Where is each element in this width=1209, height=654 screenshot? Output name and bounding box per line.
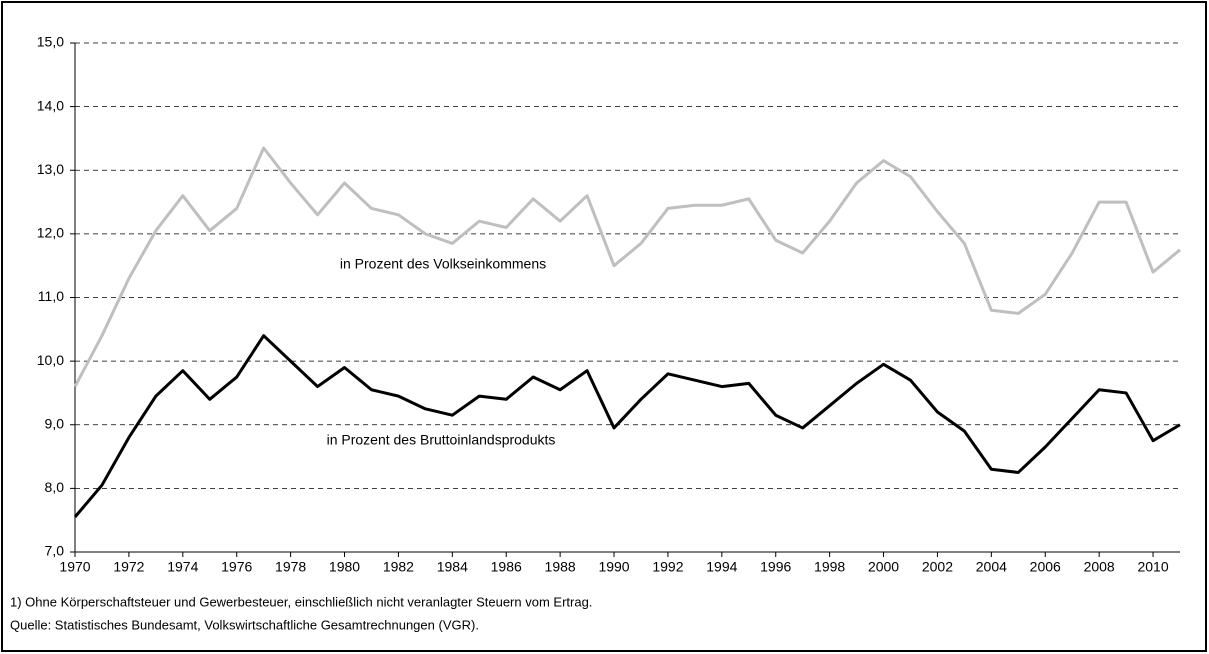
x-tick-label: 1982 (383, 559, 414, 575)
y-tick-label: 11,0 (38, 288, 64, 304)
x-tick-label: 1990 (598, 559, 629, 575)
footnote: Quelle: Statistisches Bundesamt, Volkswi… (10, 617, 479, 632)
x-tick-label: 1994 (706, 559, 737, 575)
x-tick-label: 1996 (760, 559, 791, 575)
x-tick-label: 1992 (652, 559, 683, 575)
x-tick-label: 1998 (814, 559, 845, 575)
series-line (73, 334, 1181, 518)
x-tick-label: 1980 (329, 559, 360, 575)
y-tick-label: 10,0 (37, 352, 64, 368)
x-tick-label: 1976 (221, 559, 252, 575)
x-tick-label: 1970 (59, 559, 90, 575)
y-tick-label: 15,0 (37, 34, 64, 50)
series-label: in Prozent des Volkseinkommens (340, 256, 546, 272)
x-tick-label: 1988 (545, 559, 576, 575)
x-tick-label: 2006 (1030, 559, 1061, 575)
x-tick-label: 1972 (113, 559, 144, 575)
series-line (73, 146, 1181, 388)
x-tick-label: 1974 (167, 559, 198, 575)
y-tick-label: 13,0 (37, 161, 64, 177)
footnote: 1) Ohne Körperschaftsteuer und Gewerbest… (10, 594, 592, 609)
x-tick-label: 2008 (1084, 559, 1115, 575)
y-tick-label: 14,0 (37, 97, 64, 113)
x-tick-label: 2000 (868, 559, 899, 575)
y-tick-label: 7,0 (45, 543, 65, 559)
x-tick-label: 2010 (1137, 559, 1168, 575)
x-tick-label: 1978 (275, 559, 306, 575)
x-tick-label: 2002 (922, 559, 953, 575)
y-tick-label: 8,0 (45, 479, 65, 495)
series-label: in Prozent des Bruttoinlandsprodukts (327, 432, 556, 448)
x-tick-label: 2004 (976, 559, 1007, 575)
x-tick-label: 1986 (491, 559, 522, 575)
y-tick-label: 12,0 (37, 225, 64, 241)
x-tick-label: 1984 (437, 559, 468, 575)
y-tick-label: 9,0 (45, 415, 65, 431)
